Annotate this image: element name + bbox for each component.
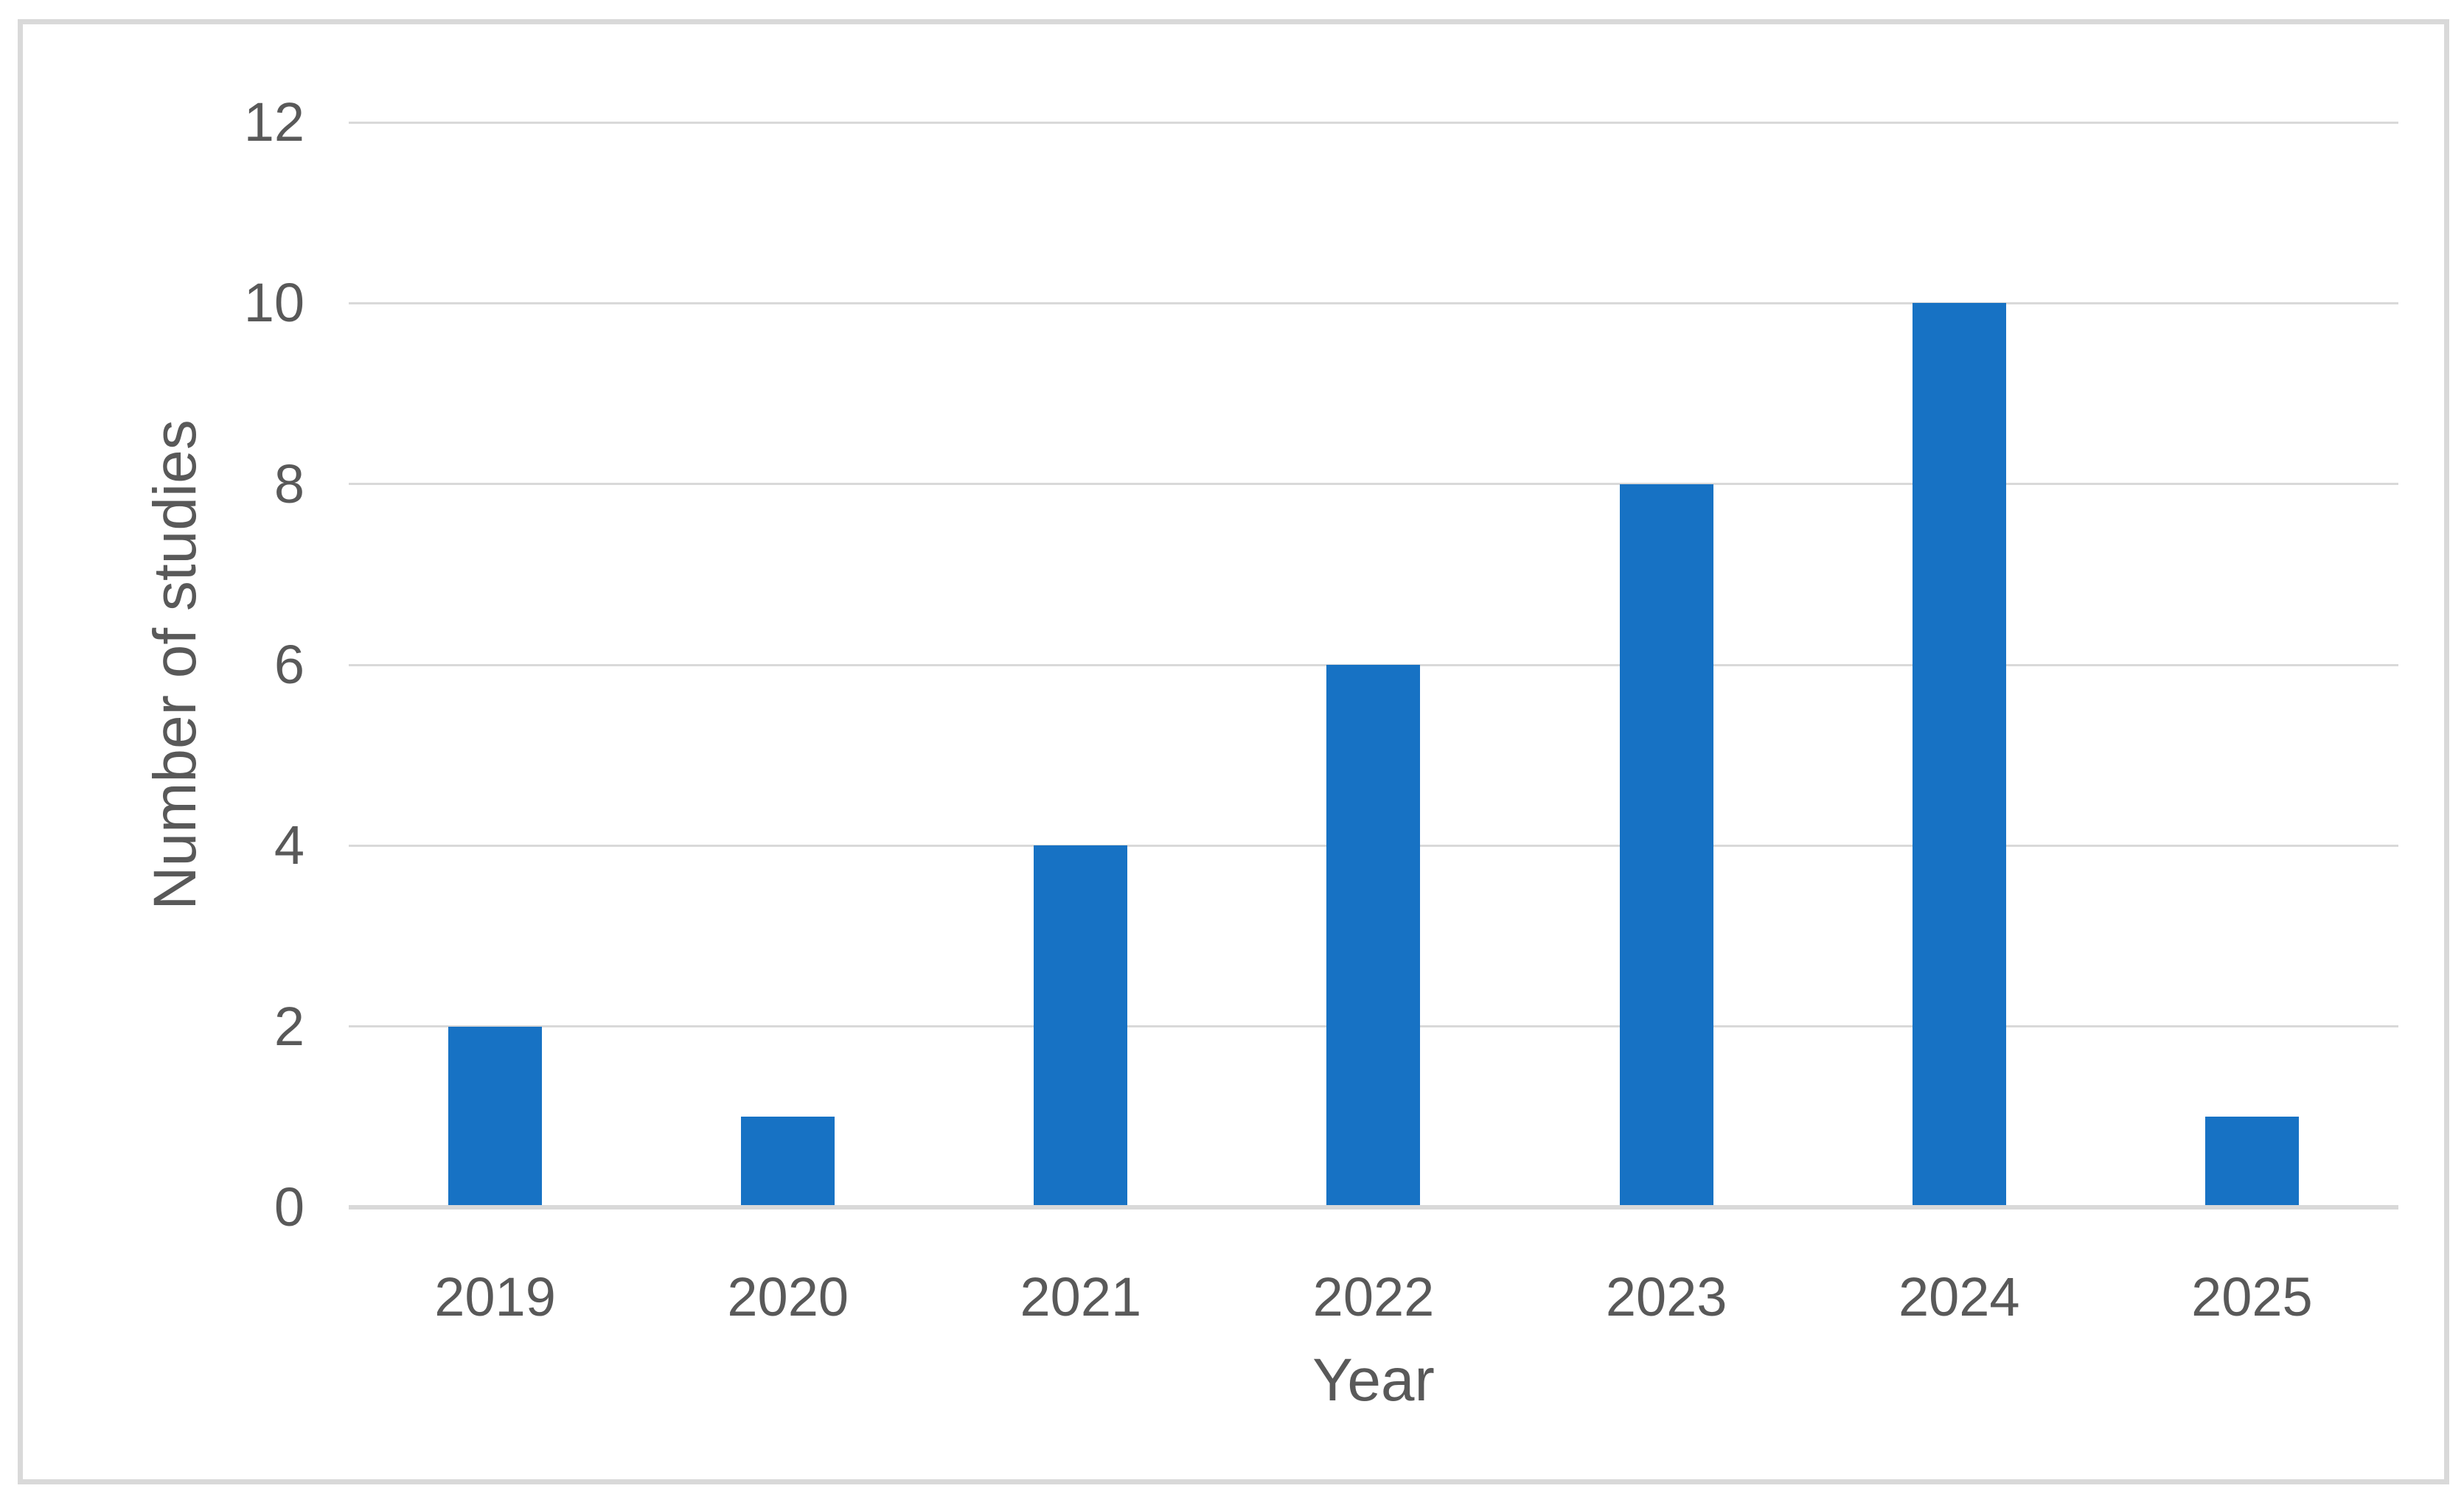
gridline-y-12 — [349, 121, 2398, 124]
y-tick-label-10: 10 — [243, 272, 304, 334]
figure-frame: 0 2 4 6 8 10 12 2019 2020 2021 2022 2023 2024 2025 Y… — [18, 19, 2449, 1484]
y-tick-label-2: 2 — [274, 995, 304, 1057]
bar-slot-2025 — [2106, 122, 2398, 1207]
y-tick-label-12: 12 — [243, 91, 304, 153]
y-axis-title: Number of studies — [142, 419, 209, 910]
bar-2024 — [1912, 303, 2006, 1207]
bar-slot-2024 — [1813, 122, 2106, 1207]
bar-2020 — [741, 1117, 835, 1207]
bars-group — [349, 122, 2398, 1207]
plot-area — [349, 121, 2398, 1209]
x-axis-title: Year — [1312, 1347, 1435, 1414]
x-axis-tick-labels: 2019 2020 2021 2022 2023 2024 2025 — [349, 1257, 2398, 1338]
x-tick-label-2019: 2019 — [434, 1266, 556, 1327]
y-tick-label-8: 8 — [274, 453, 304, 514]
bar-slot-2021 — [934, 122, 1227, 1207]
gridline-y-10 — [349, 301, 2398, 304]
x-axis-line — [349, 1205, 2398, 1209]
bar-2022 — [1326, 665, 1421, 1207]
bar-slot-2020 — [641, 122, 934, 1207]
bar-slot-2019 — [349, 122, 641, 1207]
x-tick-label-2020: 2020 — [727, 1266, 849, 1327]
x-tick-label-2023: 2023 — [1605, 1266, 1727, 1327]
bar-slot-2023 — [1520, 122, 1813, 1207]
y-tick-label-4: 4 — [274, 814, 304, 876]
bar-slot-2022 — [1227, 122, 1520, 1207]
gridline-y-8 — [349, 483, 2398, 486]
bar-2025 — [2204, 1117, 2299, 1207]
bar-2021 — [1034, 845, 1128, 1207]
y-axis-tick-labels: 0 2 4 6 8 10 12 — [23, 95, 304, 1235]
x-tick-label-2022: 2022 — [1312, 1266, 1435, 1327]
x-tick-label-2021: 2021 — [1020, 1266, 1142, 1327]
y-tick-label-0: 0 — [274, 1176, 304, 1238]
y-tick-label-6: 6 — [274, 634, 304, 695]
x-tick-label-2025: 2025 — [2191, 1266, 2313, 1327]
bar-2023 — [1619, 484, 1713, 1207]
x-tick-label-2024: 2024 — [1898, 1266, 2020, 1327]
bar-2019 — [448, 1026, 543, 1207]
